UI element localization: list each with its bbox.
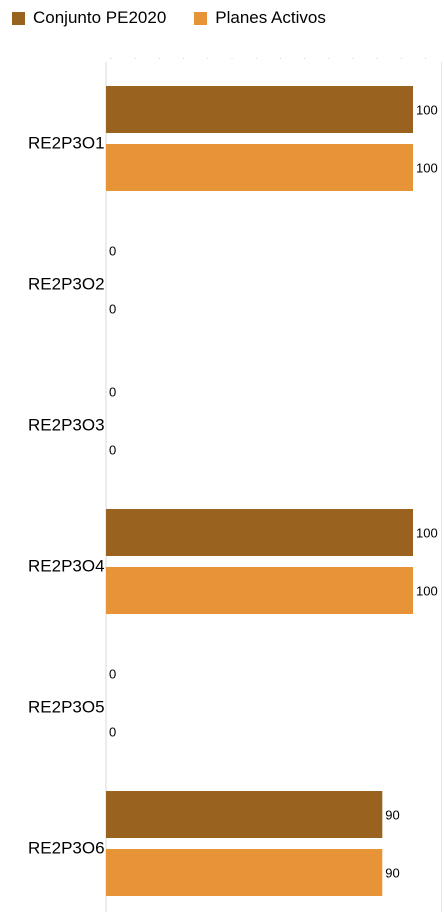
bar <box>106 509 413 556</box>
data-label: 0 <box>109 443 116 458</box>
bar <box>106 144 413 191</box>
data-label: 100 <box>416 584 438 599</box>
category-label: RE2P3O3 <box>28 416 105 435</box>
data-label: 0 <box>109 302 116 317</box>
data-label: 90 <box>385 808 399 823</box>
data-label: 0 <box>109 385 116 400</box>
legend-item-series-1: Conjunto PE2020 <box>12 8 166 28</box>
category-label: RE2P3O6 <box>28 839 105 858</box>
legend-item-series-2: Planes Activos <box>194 8 326 28</box>
data-label: 100 <box>416 161 438 176</box>
category-label: RE2P3O1 <box>28 134 105 153</box>
legend: Conjunto PE2020 Planes Activos <box>12 8 326 28</box>
legend-swatch-series-2 <box>194 11 208 25</box>
bar <box>106 791 383 838</box>
category-label: RE2P3O2 <box>28 275 105 294</box>
bar <box>106 86 413 133</box>
data-label: 100 <box>416 103 438 118</box>
category-label: RE2P3O5 <box>28 698 105 717</box>
legend-label-series-2: Planes Activos <box>215 8 326 27</box>
data-label: 0 <box>109 244 116 259</box>
legend-label-series-1: Conjunto PE2020 <box>33 8 167 27</box>
data-label: 0 <box>109 725 116 740</box>
legend-swatch-series-1 <box>12 11 25 25</box>
data-label: 0 <box>109 667 116 682</box>
data-label: 100 <box>416 526 438 541</box>
bar <box>106 567 413 614</box>
category-label: RE2P3O4 <box>28 557 105 576</box>
bar <box>106 849 383 896</box>
data-label: 90 <box>385 866 399 881</box>
